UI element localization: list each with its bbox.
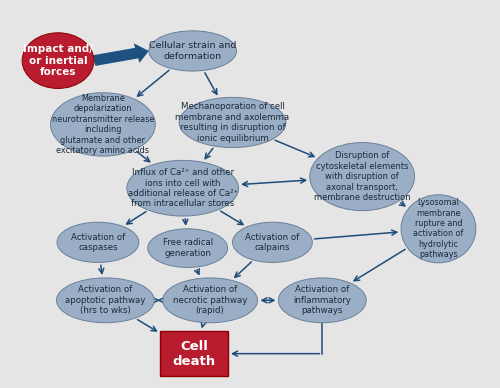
Text: Activation of
calpains: Activation of calpains (246, 233, 300, 252)
Ellipse shape (50, 93, 156, 156)
Text: Activation of
caspases: Activation of caspases (71, 233, 125, 252)
Ellipse shape (22, 33, 94, 88)
Ellipse shape (179, 97, 286, 147)
Ellipse shape (127, 160, 238, 216)
Text: Activation of
apoptotic pathway
(hrs to wks): Activation of apoptotic pathway (hrs to … (65, 286, 146, 315)
Ellipse shape (162, 278, 258, 323)
Text: Lysosomal
membrane
rupture and
activation of
hydrolytic
pathways: Lysosomal membrane rupture and activatio… (414, 198, 464, 259)
Ellipse shape (232, 222, 312, 262)
Ellipse shape (278, 278, 366, 323)
Ellipse shape (149, 31, 236, 71)
Text: Activation of
inflammatory
pathways: Activation of inflammatory pathways (294, 286, 351, 315)
Ellipse shape (148, 229, 228, 267)
Text: Activation of
necrotic pathway
(rapid): Activation of necrotic pathway (rapid) (173, 286, 248, 315)
Text: Influx of Ca²⁺ and other
ions into cell with
additional release of Ca²⁺
from int: Influx of Ca²⁺ and other ions into cell … (128, 168, 238, 208)
Text: Impact and/
or inertial
forces: Impact and/ or inertial forces (23, 44, 93, 77)
Text: Disruption of
cytoskeletal elements
with disruption of
axonal transport,
membran: Disruption of cytoskeletal elements with… (314, 151, 410, 202)
FancyBboxPatch shape (160, 331, 228, 376)
Text: Membrane
depolarization
neurotransmitter release
including
glutamate and other
e: Membrane depolarization neurotransmitter… (52, 94, 154, 155)
Ellipse shape (310, 142, 414, 211)
Ellipse shape (57, 222, 139, 262)
FancyArrow shape (92, 43, 149, 66)
Ellipse shape (401, 195, 476, 263)
Text: Free radical
generation: Free radical generation (162, 238, 212, 258)
Text: Cellular strain and
deformation: Cellular strain and deformation (149, 41, 236, 61)
Text: Mechanoporation of cell
membrane and axolemma
resulting in disruption of
ionic e: Mechanoporation of cell membrane and axo… (176, 102, 290, 142)
Text: Cell
death: Cell death (172, 340, 216, 368)
Ellipse shape (56, 278, 154, 323)
